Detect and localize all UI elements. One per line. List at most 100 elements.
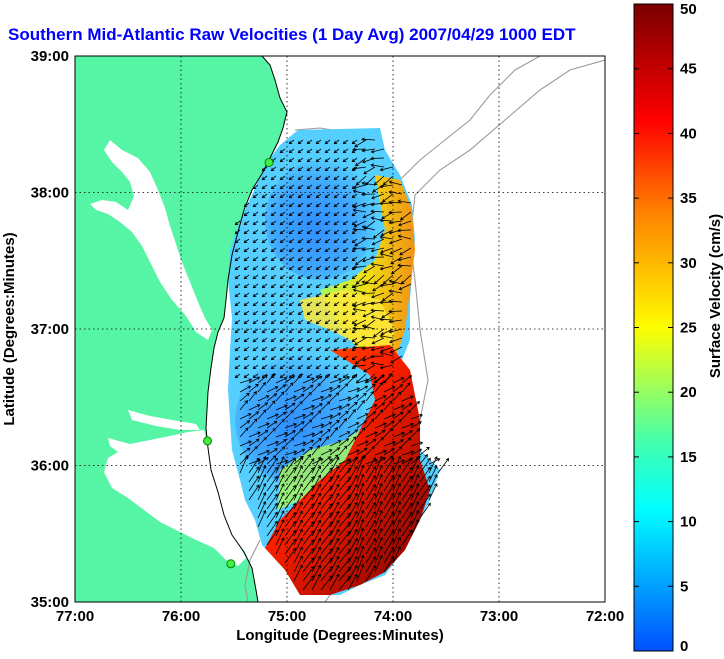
- velocity-arrow: [365, 466, 376, 483]
- chart-title: Southern Mid-Atlantic Raw Velocities (1 …: [8, 25, 576, 44]
- velocity-arrow: [370, 156, 385, 161]
- velocity-arrow: [302, 521, 315, 537]
- velocity-arrow: [333, 229, 340, 235]
- velocity-arrow: [297, 202, 304, 208]
- chesapeake-bay: [90, 140, 212, 340]
- velocity-arrow: [356, 378, 370, 384]
- velocity-arrow: [315, 139, 322, 145]
- velocity-arrow: [261, 355, 268, 361]
- velocity-arrow: [333, 247, 340, 253]
- velocity-arrow: [320, 401, 331, 411]
- velocity-arrow: [374, 545, 383, 564]
- velocity-arrow: [288, 256, 295, 262]
- velocity-arrow: [399, 211, 412, 221]
- velocity-arrow: [342, 328, 349, 334]
- velocity-arrow: [261, 319, 268, 325]
- velocity-vectors: [234, 137, 450, 591]
- velocity-arrow: [351, 292, 358, 298]
- velocity-arrow: [239, 440, 252, 447]
- velocity-arrow: [410, 400, 420, 411]
- velocity-arrow: [306, 148, 313, 154]
- velocity-arrow: [284, 422, 298, 429]
- velocity-arrow: [284, 395, 297, 402]
- velocity-arrow: [234, 247, 241, 253]
- velocity-arrow: [333, 292, 340, 298]
- velocity-arrow: [275, 404, 288, 411]
- velocity-arrow: [379, 283, 394, 288]
- velocity-arrow: [324, 355, 331, 361]
- velocity-arrow: [315, 310, 322, 316]
- velocity-arrow: [374, 395, 387, 402]
- colorbar-tick-label: 30: [680, 255, 697, 272]
- velocity-arrow: [297, 184, 304, 190]
- velocity-arrow: [252, 319, 259, 325]
- velocity-arrow: [370, 247, 385, 253]
- velocity-arrow: [266, 372, 275, 384]
- velocity-arrow: [347, 408, 356, 420]
- velocity-arrow: [279, 220, 286, 226]
- velocity-arrow: [374, 429, 386, 438]
- velocity-arrow: [399, 247, 412, 256]
- velocity-arrow: [347, 436, 357, 447]
- velocity-arrow: [302, 432, 316, 438]
- velocity-arrow: [347, 555, 358, 573]
- velocity-arrow: [347, 573, 358, 591]
- velocity-arrow: [361, 335, 376, 340]
- velocity-arrow: [379, 218, 394, 223]
- velocity-arrow: [410, 455, 420, 474]
- velocity-arrow: [257, 457, 269, 465]
- velocity-arrow: [410, 413, 424, 420]
- velocity-arrow: [383, 400, 393, 411]
- velocity-arrow: [297, 283, 304, 289]
- x-axis-ticks: 77:00 76:00 75:00 74:00 73:00 72:00: [56, 608, 624, 625]
- velocity-arrow: [315, 211, 322, 217]
- velocity-arrow: [248, 418, 258, 429]
- x-tick-label: 74:00: [374, 608, 412, 625]
- velocity-arrow: [351, 328, 358, 334]
- velocity-arrow: [234, 346, 241, 352]
- velocity-arrow: [352, 307, 367, 312]
- velocity-arrow: [293, 373, 303, 384]
- velocity-arrow: [248, 411, 260, 420]
- velocity-arrow: [297, 175, 304, 181]
- velocity-arrow: [266, 529, 278, 546]
- velocity-arrow: [270, 319, 277, 325]
- velocity-arrow: [257, 500, 267, 519]
- velocity-arrow: [311, 430, 324, 438]
- velocity-arrow: [248, 475, 260, 492]
- velocity-arrow: [371, 292, 385, 299]
- velocity-arrow: [361, 181, 376, 186]
- velocity-arrow: [329, 392, 340, 402]
- velocity-arrow: [410, 491, 420, 510]
- velocity-arrow: [315, 175, 322, 181]
- velocity-arrow: [338, 467, 352, 483]
- velocity-arrow: [270, 283, 277, 289]
- velocity-arrow: [252, 229, 259, 235]
- velocity-arrow: [288, 274, 295, 280]
- velocity-arrow: [363, 166, 376, 175]
- velocity-arrow: [389, 247, 403, 255]
- velocity-arrow: [279, 238, 286, 244]
- velocity-arrow: [347, 465, 358, 483]
- velocity-arrow: [297, 256, 304, 262]
- velocity-arrow: [383, 484, 395, 501]
- velocity-arrow: [320, 476, 333, 492]
- velocity-arrow: [392, 509, 401, 528]
- velocity-arrow: [419, 475, 431, 492]
- velocity-arrow: [419, 453, 428, 465]
- velocity-arrow: [252, 247, 259, 253]
- velocity-arrow: [374, 527, 383, 546]
- velocity-arrow: [266, 484, 278, 501]
- velocity-arrow: [270, 211, 277, 217]
- velocity-arrow: [324, 247, 331, 253]
- velocity-arrow: [383, 427, 393, 438]
- velocity-arrow: [342, 364, 349, 370]
- velocity-arrow: [383, 386, 396, 393]
- velocity-arrow: [383, 413, 396, 420]
- velocity-arrow: [239, 385, 252, 393]
- velocity-arrow: [270, 229, 277, 235]
- station-marker: [264, 157, 274, 167]
- velocity-arrow: [306, 310, 313, 316]
- velocity-arrow: [297, 292, 304, 298]
- velocity-arrow: [261, 292, 268, 298]
